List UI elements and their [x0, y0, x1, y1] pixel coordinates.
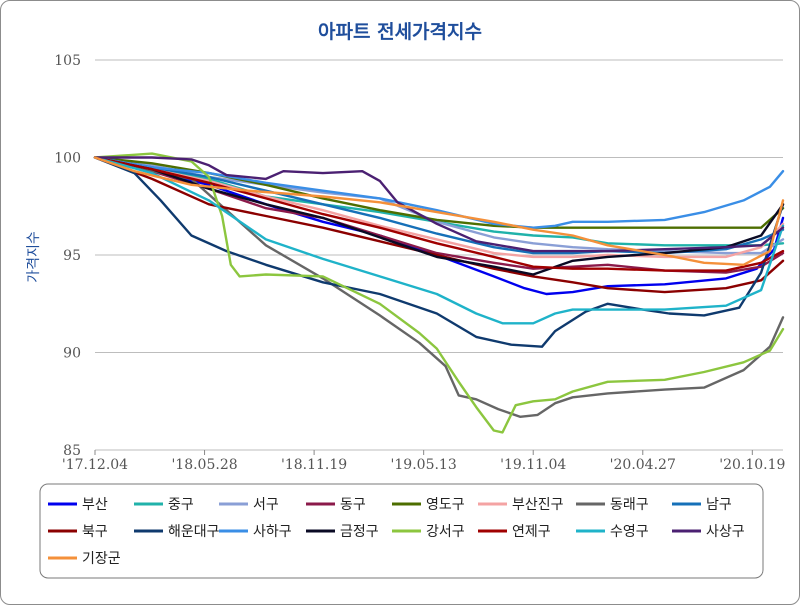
series-line-부산 [93, 156, 785, 296]
legend-label: 북구 [82, 524, 108, 540]
y-tick-label: 85 [63, 443, 81, 459]
legend-label: 중구 [168, 497, 194, 513]
legend-label: 사하구 [253, 524, 292, 540]
x-tick-label: '19.05.13 [391, 457, 457, 473]
series-line-북구 [93, 156, 785, 294]
series-lines [93, 152, 785, 434]
legend-label: 부산 [82, 497, 108, 513]
legend-label: 부산진구 [512, 497, 564, 513]
legend-label: 금정구 [340, 524, 379, 540]
series-line-동래구 [93, 156, 785, 418]
series-line-수영구 [93, 156, 785, 325]
y-axis-label: 가격지수 [26, 231, 42, 283]
legend-label: 서구 [253, 497, 279, 513]
series-line-동구 [93, 156, 785, 274]
legend-label: 영도구 [426, 497, 465, 513]
legend-label: 동구 [340, 497, 366, 513]
x-tick-label: '18.05.28 [171, 457, 237, 473]
x-axis-ticks: '17.12.04 '18.05.28 '18.11.19 '19.05.13 '19.… [62, 450, 785, 473]
legend-label: 기장군 [82, 551, 121, 567]
series-line-중구 [93, 156, 785, 247]
x-tick-label: '20.10.19 [719, 457, 785, 473]
y-tick-label: 100 [54, 151, 81, 167]
x-tick-label: '19.11.04 [500, 457, 566, 473]
series-line-남구 [93, 156, 785, 255]
x-tick-label: '20.04.27 [610, 457, 676, 473]
x-tick-label: '18.11.19 [281, 457, 347, 473]
legend-label: 해운대구 [168, 524, 220, 540]
y-tick-label: 90 [63, 346, 81, 362]
legend-label: 동래구 [610, 497, 649, 513]
x-tick-label: '17.12.04 [62, 457, 128, 473]
legend-label: 남구 [706, 497, 732, 513]
legend-label: 연제구 [512, 524, 551, 540]
y-axis-ticks: 85 90 95 100 105 [54, 53, 81, 459]
legend-label: 강서구 [426, 524, 465, 540]
series-line-금정구 [93, 156, 785, 276]
series-line-사하구 [93, 156, 785, 229]
y-tick-label: 105 [54, 53, 81, 69]
series-line-부산진구 [93, 156, 785, 259]
legend-label: 사상구 [706, 524, 745, 540]
series-line-사상구 [93, 156, 785, 253]
series-line-해운대구 [93, 156, 785, 348]
chart-title: 아파트 전세가격지수 [318, 21, 482, 43]
legend-label: 수영구 [610, 524, 649, 540]
series-line-서구 [93, 156, 785, 255]
series-line-강서구 [93, 152, 785, 434]
series-line-기장군 [93, 156, 785, 266]
y-tick-label: 95 [63, 248, 81, 264]
